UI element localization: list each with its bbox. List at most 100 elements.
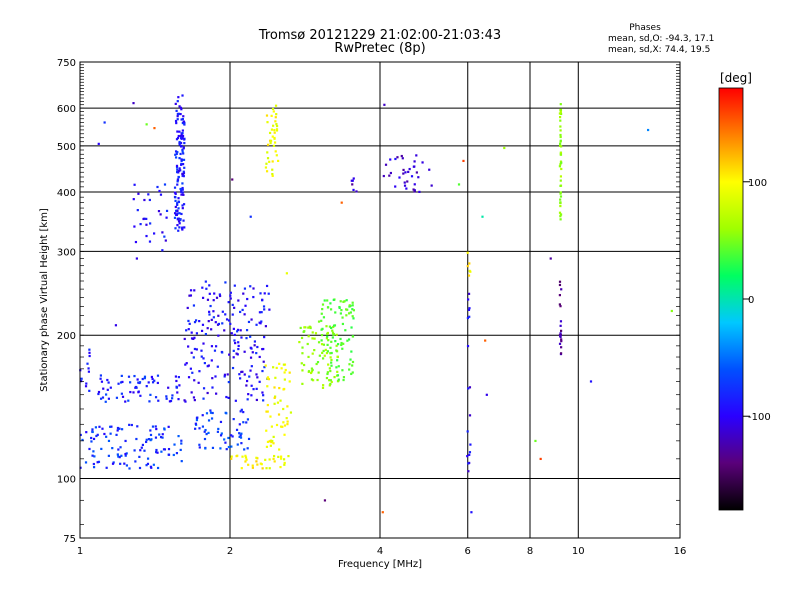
data-point	[559, 151, 563, 154]
data-point	[559, 153, 562, 156]
data-point	[255, 373, 258, 376]
data-point	[174, 375, 178, 378]
data-point	[272, 366, 275, 369]
data-point	[345, 299, 348, 302]
data-point	[154, 396, 158, 399]
data-point	[109, 432, 112, 435]
data-point	[289, 411, 293, 414]
data-point	[149, 429, 152, 432]
data-point	[407, 170, 410, 174]
data-point	[174, 150, 178, 153]
data-point	[133, 183, 136, 186]
data-point	[336, 343, 340, 346]
data-point	[149, 465, 153, 468]
data-point	[325, 376, 329, 380]
data-point	[153, 127, 156, 130]
data-point	[327, 363, 330, 366]
data-point	[468, 451, 472, 454]
data-point	[182, 175, 185, 178]
data-point	[239, 436, 243, 439]
data-point	[175, 213, 178, 217]
data-point	[100, 380, 104, 383]
data-point	[326, 335, 329, 338]
data-point	[286, 420, 289, 423]
data-point	[402, 172, 405, 175]
data-point	[288, 380, 291, 383]
data-point	[559, 329, 563, 332]
data-point	[264, 364, 267, 367]
data-point	[332, 298, 335, 302]
data-point	[228, 353, 231, 356]
data-point	[301, 346, 304, 349]
data-point	[234, 399, 237, 402]
data-point	[301, 352, 304, 355]
data-point	[256, 463, 259, 466]
data-point	[188, 294, 191, 297]
data-point	[181, 162, 185, 166]
data-point	[534, 439, 537, 443]
data-point	[320, 339, 323, 342]
colorbar-tick-label: 100	[748, 178, 767, 189]
data-point	[337, 379, 340, 383]
data-point	[173, 191, 177, 194]
data-point	[468, 262, 471, 265]
data-point	[310, 367, 314, 370]
data-point	[153, 379, 156, 382]
data-point	[275, 128, 279, 131]
data-point	[314, 332, 318, 335]
data-point	[255, 398, 258, 402]
data-point	[252, 295, 255, 299]
data-point	[235, 455, 238, 458]
data-point	[177, 200, 180, 203]
data-point	[217, 334, 220, 337]
x-tick-label: 10	[572, 546, 585, 557]
data-point	[198, 320, 201, 323]
data-point	[178, 142, 181, 145]
data-point	[180, 163, 183, 166]
data-point	[181, 148, 184, 151]
data-point	[174, 153, 177, 156]
data-point	[227, 319, 231, 322]
data-point	[177, 171, 180, 174]
data-point	[104, 393, 108, 396]
data-point	[260, 311, 263, 314]
data-point	[157, 399, 160, 402]
data-point	[204, 428, 207, 432]
data-point	[560, 340, 563, 343]
data-point	[133, 225, 136, 228]
data-point	[198, 427, 201, 430]
data-point	[457, 183, 461, 186]
data-point	[118, 456, 121, 459]
data-point	[281, 425, 284, 428]
data-point	[211, 446, 215, 449]
data-point	[311, 337, 314, 340]
data-point	[467, 298, 470, 301]
data-point	[265, 114, 269, 117]
data-point	[154, 425, 157, 428]
data-point	[266, 385, 269, 388]
data-point	[143, 198, 146, 202]
data-point	[321, 303, 325, 306]
x-tick-label: 16	[674, 546, 687, 557]
data-point	[215, 392, 218, 395]
axis-ticks: 1 2 4 6 8 10 16 75 100 200 300 400 500 600 750	[57, 58, 686, 557]
data-point	[240, 370, 243, 374]
data-point	[214, 321, 217, 324]
data-point	[340, 341, 343, 345]
data-point	[179, 141, 183, 145]
data-point	[201, 286, 204, 289]
data-point	[255, 323, 258, 326]
data-point	[559, 352, 563, 355]
data-point	[124, 400, 127, 403]
data-point	[413, 190, 416, 193]
data-point	[272, 435, 275, 439]
data-point	[330, 361, 333, 364]
data-point	[109, 386, 112, 389]
data-point	[231, 313, 234, 316]
data-point	[333, 375, 336, 379]
data-point	[177, 220, 181, 223]
data-point	[268, 131, 272, 135]
data-point	[401, 157, 404, 160]
data-point	[165, 209, 169, 213]
data-point	[250, 394, 253, 397]
